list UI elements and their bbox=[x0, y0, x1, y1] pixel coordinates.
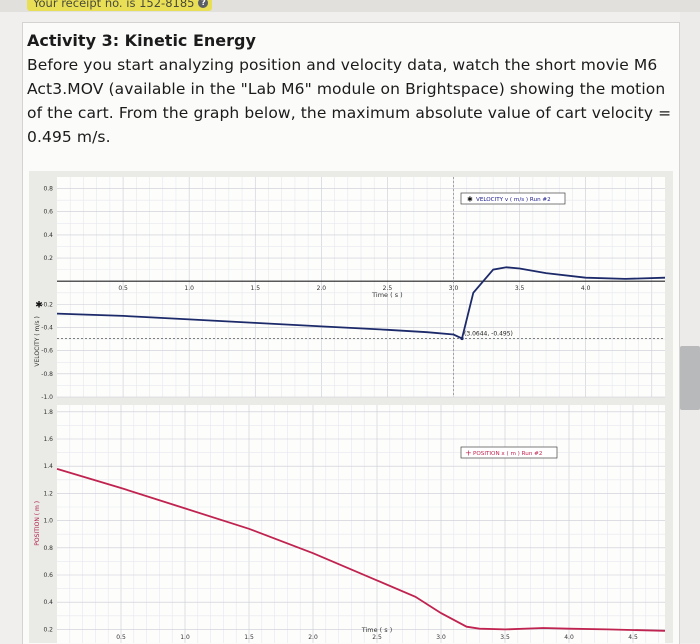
question-card: Activity 3: Kinetic Energy Before you st… bbox=[22, 22, 680, 644]
velocity-y-tick-label: -0.6 bbox=[41, 348, 53, 355]
velocity-x-tick-label: 2.5 bbox=[383, 285, 393, 292]
receipt-banner: Your receipt no. is 152-8185 ? bbox=[27, 0, 213, 11]
velocity-y-tick-label: 0.8 bbox=[43, 186, 53, 193]
position-x-label: Time ( s ) bbox=[361, 626, 393, 634]
position-y-tick-label: 1.6 bbox=[43, 436, 53, 443]
graph-image: 0.80.60.40.2-0.2-0.4-0.6-0.8-1.0 0.5 1.0 1… bbox=[29, 171, 673, 643]
scrollbar-track[interactable] bbox=[680, 0, 700, 643]
position-plot-area bbox=[57, 405, 665, 643]
activity-heading: Activity 3: Kinetic Energy bbox=[27, 31, 256, 50]
velocity-x-tick-label: 1.5 bbox=[250, 285, 260, 292]
position-x-tick-label: 0.5 bbox=[116, 634, 126, 641]
velocity-plot: 0.8 0.6 0.4 0.2 -0.2 -0.4 -0.6 -0.8 -1.0 0.5 1.0 1… bbox=[34, 177, 666, 401]
position-series-line bbox=[56, 468, 666, 632]
velocity-x-tick-label: 3.5 bbox=[515, 285, 525, 292]
velocity-x-tick-label: 1.0 bbox=[184, 285, 194, 292]
position-y-tick-label: 0.6 bbox=[43, 572, 53, 579]
position-x-tick-label: 4.5 bbox=[628, 634, 638, 641]
position-x-tick-label: 2.0 bbox=[308, 634, 318, 641]
position-y-tick-label: 1.0 bbox=[43, 518, 53, 525]
velocity-annotation: (3.0644, -0.495) bbox=[464, 331, 513, 338]
position-x-tick-label: 3.0 bbox=[436, 634, 446, 641]
velocity-x-tick-label: 4.0 bbox=[581, 285, 591, 292]
position-legend[interactable]: + POSITION x ( m ) Run #2 bbox=[460, 446, 558, 459]
velocity-y-tick-label: -0.8 bbox=[41, 371, 53, 378]
velocity-x-ticks: 0.5 1.0 1.5 2.0 2.5 3.0 3.5 4.0 bbox=[118, 285, 590, 292]
legend-plus-icon: + bbox=[465, 449, 472, 458]
velocity-y-tick-label: -1.0 bbox=[41, 394, 53, 401]
velocity-x-tick-label: 2.0 bbox=[317, 285, 327, 292]
position-y-tick-label: 0.8 bbox=[43, 545, 53, 552]
receipt-text: Your receipt no. is 152-8185 bbox=[33, 0, 195, 10]
velocity-y-tick-label: -0.2 bbox=[41, 301, 53, 308]
legend-star-icon: ✱ bbox=[467, 196, 473, 204]
position-y-tick-label: 1.2 bbox=[43, 490, 53, 497]
velocity-x-label: Time ( s ) bbox=[371, 291, 403, 299]
position-y-label: POSITION ( m ) bbox=[34, 501, 41, 546]
question-icon[interactable]: ? bbox=[198, 0, 209, 8]
velocity-marker-icon: ✱ bbox=[35, 300, 43, 310]
activity-paragraph: Before you start analyzing position and … bbox=[27, 56, 672, 146]
position-x-tick-label: 4.0 bbox=[564, 634, 574, 641]
position-x-tick-label: 1.0 bbox=[180, 634, 190, 641]
position-y-tick-label: 1.8 bbox=[43, 409, 53, 416]
scrollbar-thumb[interactable] bbox=[680, 346, 700, 410]
position-plot: 1.8 1.6 1.4 1.2 1.0 0.8 0.6 0.4 0.2 0.5 1.0 1.5 2.0… bbox=[34, 405, 666, 643]
velocity-min-marker bbox=[460, 336, 464, 341]
velocity-grid bbox=[57, 177, 665, 398]
velocity-x-tick-label: 0.5 bbox=[118, 285, 128, 292]
position-y-tick-label: 0.4 bbox=[43, 599, 53, 606]
velocity-y-tick-label: 0.2 bbox=[43, 255, 53, 262]
velocity-y-tick-label: -0.4 bbox=[41, 325, 53, 332]
velocity-x-tick-label: 3.0 bbox=[449, 285, 459, 292]
position-legend-label: POSITION x ( m ) Run #2 bbox=[473, 451, 542, 457]
position-x-tick-label: 1.5 bbox=[244, 634, 254, 641]
position-grid bbox=[57, 405, 665, 643]
velocity-legend-label: VELOCITY v ( m/s ) Run #2 bbox=[476, 197, 551, 203]
position-y-tick-label: 0.2 bbox=[43, 626, 53, 633]
position-x-tick-label: 3.5 bbox=[500, 634, 510, 641]
velocity-y-tick-label: 0.4 bbox=[43, 232, 53, 239]
position-x-tick-label: 2.5 bbox=[372, 634, 382, 641]
velocity-y-label: VELOCITY ( m/s ) bbox=[34, 316, 41, 366]
velocity-y-tick-label: 0.6 bbox=[43, 209, 53, 216]
position-y-ticks: 1.8 1.6 1.4 1.2 1.0 0.8 0.6 0.4 0.2 bbox=[43, 409, 53, 634]
position-x-ticks: 0.5 1.0 1.5 2.0 2.5 3.0 3.5 4.0 4.5 bbox=[116, 634, 638, 641]
position-y-tick-label: 1.4 bbox=[43, 463, 53, 470]
velocity-y-ticks: 0.8 0.6 0.4 0.2 -0.2 -0.4 -0.6 -0.8 -1.0 bbox=[41, 186, 53, 401]
velocity-legend[interactable]: ✱ VELOCITY v ( m/s ) Run #2 bbox=[460, 192, 566, 205]
